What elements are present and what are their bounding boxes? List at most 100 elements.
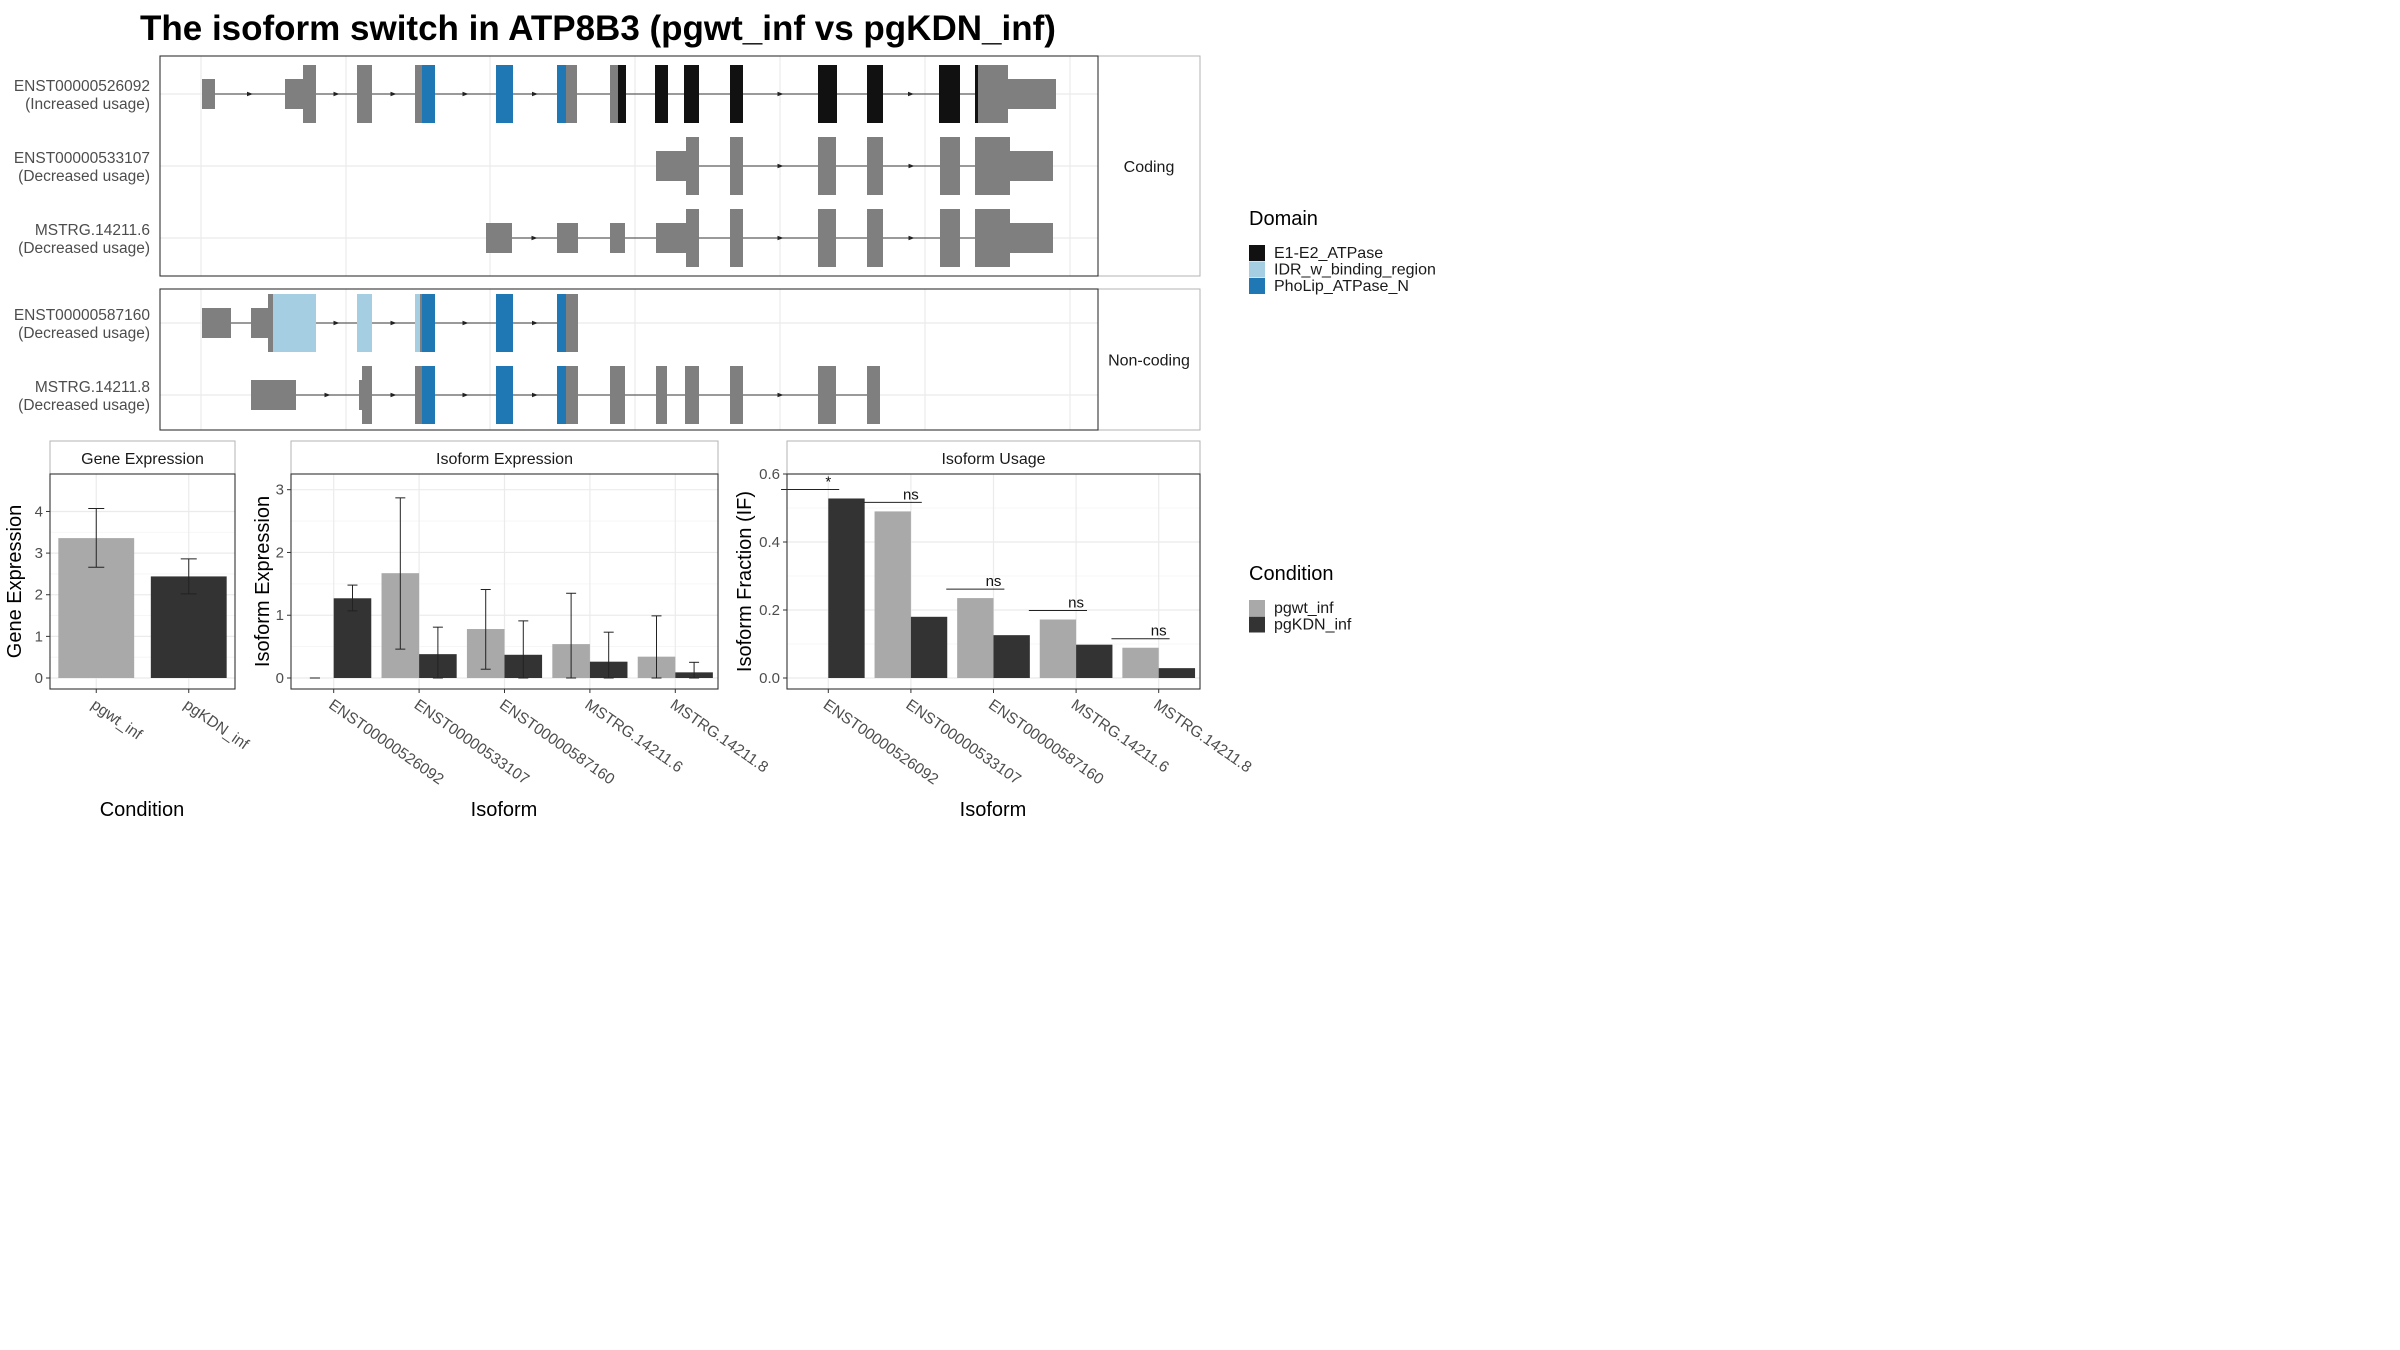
chart-strip-label: Isoform Expression (436, 451, 573, 468)
exon (867, 209, 883, 267)
exon (251, 380, 296, 410)
x-tick-label: pgKDN_inf (180, 696, 252, 753)
significance-label: ns (903, 486, 919, 503)
chart-isoform-expression: Isoform Expression0123ENST00000526092ENS… (252, 440, 771, 821)
y-tick-label: 0 (276, 670, 284, 687)
exon (303, 65, 316, 123)
exon (975, 65, 978, 123)
exon (557, 294, 566, 352)
exon (422, 65, 435, 123)
y-tick-label: 1 (35, 628, 43, 645)
exon (656, 151, 686, 181)
y-tick-label: 0.0 (759, 670, 780, 687)
x-tick-label: pgwt_inf (88, 696, 146, 743)
legend-label: IDR_w_binding_region (1274, 262, 1436, 279)
isoform-name: ENST00000526092 (14, 78, 150, 95)
transcript-structure-plot: Coding Non-coding ENST00000526092(Increase… (14, 55, 1201, 431)
strand-arrow (777, 163, 784, 169)
isoform-usage: (Decreased usage) (18, 168, 150, 185)
exon (655, 65, 668, 123)
legend-title: Condition (1249, 563, 1334, 585)
y-axis-title: Isoform Fraction (IF) (734, 491, 756, 672)
chart-strip-label: Gene Expression (81, 451, 204, 468)
legend-swatch (1249, 261, 1265, 278)
legend-label: E1-E2_ATPase (1274, 245, 1383, 262)
significance-label: ns (1151, 623, 1167, 640)
structure-panel-border (159, 288, 1099, 431)
strand-arrow (462, 392, 469, 398)
exon (656, 366, 667, 424)
strand-arrow (324, 392, 331, 398)
exon (975, 209, 1010, 267)
exon (251, 308, 268, 338)
legend-label: pgwt_inf (1274, 600, 1334, 617)
strip-box (1098, 56, 1200, 276)
exon (566, 294, 578, 352)
exon (496, 65, 513, 123)
y-tick-label: 0.2 (759, 602, 780, 619)
strip-box (1098, 289, 1200, 430)
strand-arrow (532, 91, 538, 97)
exon (273, 294, 316, 352)
structure-panel-border (159, 55, 1099, 277)
isoform-usage: (Decreased usage) (18, 397, 150, 414)
y-axis-title: Gene Expression (4, 505, 26, 658)
significance-label: ns (986, 573, 1002, 590)
y-axis-title: Isoform Expression (252, 496, 274, 667)
y-tick-label: 1 (276, 607, 284, 624)
exon (422, 294, 435, 352)
strand-arrow (333, 91, 340, 97)
strand-arrow (531, 235, 538, 241)
strip-label: Non-coding (1108, 353, 1190, 370)
figure-title: The isoform switch in ATP8B3 (pgwt_inf v… (140, 9, 1056, 48)
legend-title: Domain (1249, 208, 1318, 230)
exon (730, 366, 743, 424)
exon (818, 366, 836, 424)
x-axis-title: Isoform (960, 799, 1027, 821)
legend-label: pgKDN_inf (1274, 617, 1352, 634)
chart-strip-label: Isoform Usage (941, 451, 1045, 468)
bar (333, 598, 372, 678)
exon (486, 223, 512, 253)
strand-arrow (462, 91, 469, 97)
strand-arrow (777, 91, 784, 97)
legend-domain: Domain E1-E2_ATPaseIDR_w_binding_regionPh… (1249, 208, 1436, 295)
exon (566, 65, 577, 123)
legend-swatch (1249, 616, 1265, 633)
legend-swatch (1249, 245, 1265, 261)
exon (357, 294, 372, 352)
legend-swatch (1249, 600, 1265, 616)
structure-panel-non-coding: Non-coding (160, 288, 1201, 431)
exon (610, 223, 625, 253)
significance-label: ns (1068, 595, 1084, 612)
isoform-track: MSTRG.14211.6(Decreased usage) (18, 209, 1053, 267)
isoform-track: MSTRG.14211.8(Decreased usage) (18, 366, 880, 424)
bar (1076, 644, 1113, 678)
chart-strip (50, 441, 235, 474)
exon (362, 366, 372, 424)
exon (1010, 223, 1053, 253)
exon (867, 366, 880, 424)
isoform-track: ENST00000587160(Decreased usage) (14, 294, 578, 352)
exon (359, 380, 362, 410)
exon (684, 65, 699, 123)
exon (1008, 79, 1056, 109)
isoform-name: MSTRG.14211.6 (35, 222, 150, 239)
chart-strip (787, 441, 1200, 474)
exon (818, 209, 836, 267)
exon (557, 366, 566, 424)
exon (730, 209, 743, 267)
y-tick-label: 3 (35, 545, 43, 562)
isoform-name: ENST00000587160 (14, 307, 151, 324)
bar-charts: Gene Expression 0 1 2 3 4 pgwt_inf pgKDN_inf Con… (4, 440, 1254, 821)
chart-gene-expression: Gene Expression 0 1 2 3 4 pgwt_inf pgKDN_inf Con… (4, 440, 252, 821)
isoform-track: ENST00000526092(Increased usage) (14, 65, 1056, 123)
y-tick-label: 4 (35, 503, 43, 520)
strand-arrow (908, 91, 914, 97)
x-axis-title: Condition (100, 799, 185, 821)
strand-arrow (777, 392, 784, 398)
chart-strip (291, 441, 718, 474)
y-tick-label: 2 (276, 544, 284, 561)
exon (730, 137, 743, 195)
strand-arrow (908, 235, 915, 241)
